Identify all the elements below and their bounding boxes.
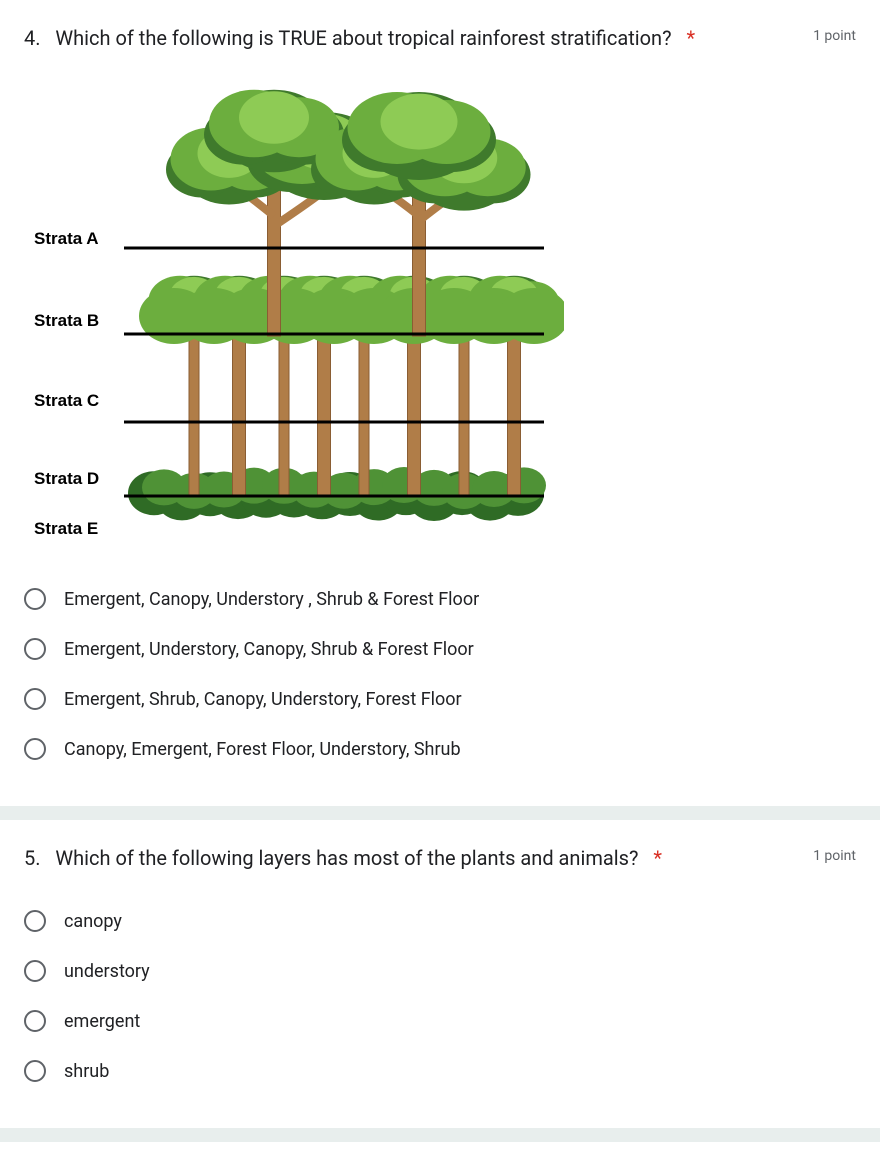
strata-label-0: Strata A	[34, 229, 99, 248]
radio-icon[interactable]	[24, 960, 46, 982]
radio-icon[interactable]	[24, 1010, 46, 1032]
required-mark: *	[653, 846, 662, 870]
strata-label-3: Strata D	[34, 469, 99, 488]
q4-option-1[interactable]: Emergent, Understory, Canopy, Shrub & Fo…	[24, 624, 856, 674]
strata-label-2: Strata C	[34, 391, 99, 410]
q5-option-1[interactable]: understory	[24, 946, 856, 996]
question-4-points: 1 point	[813, 24, 856, 44]
rainforest-strata-diagram: Strata A Strata B Strata C Strata D Strata E	[24, 76, 564, 550]
strata-svg: Strata A Strata B Strata C Strata D Strata E	[24, 76, 564, 546]
q5-option-1-label: understory	[64, 961, 150, 982]
q4-option-3[interactable]: Canopy, Emergent, Forest Floor, Understo…	[24, 724, 856, 774]
q4-option-1-label: Emergent, Understory, Canopy, Shrub & Fo…	[64, 639, 474, 660]
question-5-body: Which of the following layers has most o…	[55, 846, 638, 870]
question-4-options: Emergent, Canopy, Understory , Shrub & F…	[24, 574, 856, 774]
card-gap-2	[0, 1128, 880, 1142]
q4-option-0-label: Emergent, Canopy, Understory , Shrub & F…	[64, 589, 479, 610]
question-5-text: 5. Which of the following layers has mos…	[24, 844, 813, 872]
q5-option-3[interactable]: shrub	[24, 1046, 856, 1096]
q4-option-3-label: Canopy, Emergent, Forest Floor, Understo…	[64, 739, 461, 760]
question-5-number: 5.	[24, 846, 41, 870]
card-gap	[0, 806, 880, 820]
q5-option-2-label: emergent	[64, 1011, 140, 1032]
q4-option-2[interactable]: Emergent, Shrub, Canopy, Understory, For…	[24, 674, 856, 724]
radio-icon[interactable]	[24, 910, 46, 932]
q5-option-0[interactable]: canopy	[24, 896, 856, 946]
strata-label-1: Strata B	[34, 311, 99, 330]
required-mark: *	[686, 26, 695, 50]
strata-label-4: Strata E	[34, 519, 98, 538]
question-4-text: 4. Which of the following is TRUE about …	[24, 24, 813, 52]
q5-option-0-label: canopy	[64, 911, 122, 932]
q5-option-3-label: shrub	[64, 1061, 109, 1082]
q4-option-2-label: Emergent, Shrub, Canopy, Understory, For…	[64, 689, 462, 710]
radio-icon[interactable]	[24, 738, 46, 760]
question-4-number: 4.	[24, 26, 41, 50]
question-5-card: 5. Which of the following layers has mos…	[0, 820, 880, 1128]
question-5-points: 1 point	[813, 844, 856, 864]
question-4-header: 4. Which of the following is TRUE about …	[24, 24, 856, 52]
question-4-body: Which of the following is TRUE about tro…	[55, 26, 671, 50]
radio-icon[interactable]	[24, 588, 46, 610]
question-5-header: 5. Which of the following layers has mos…	[24, 844, 856, 872]
q5-option-2[interactable]: emergent	[24, 996, 856, 1046]
question-5-options: canopy understory emergent shrub	[24, 896, 856, 1096]
radio-icon[interactable]	[24, 638, 46, 660]
radio-icon[interactable]	[24, 1060, 46, 1082]
q4-option-0[interactable]: Emergent, Canopy, Understory , Shrub & F…	[24, 574, 856, 624]
radio-icon[interactable]	[24, 688, 46, 710]
question-4-card: 4. Which of the following is TRUE about …	[0, 0, 880, 806]
